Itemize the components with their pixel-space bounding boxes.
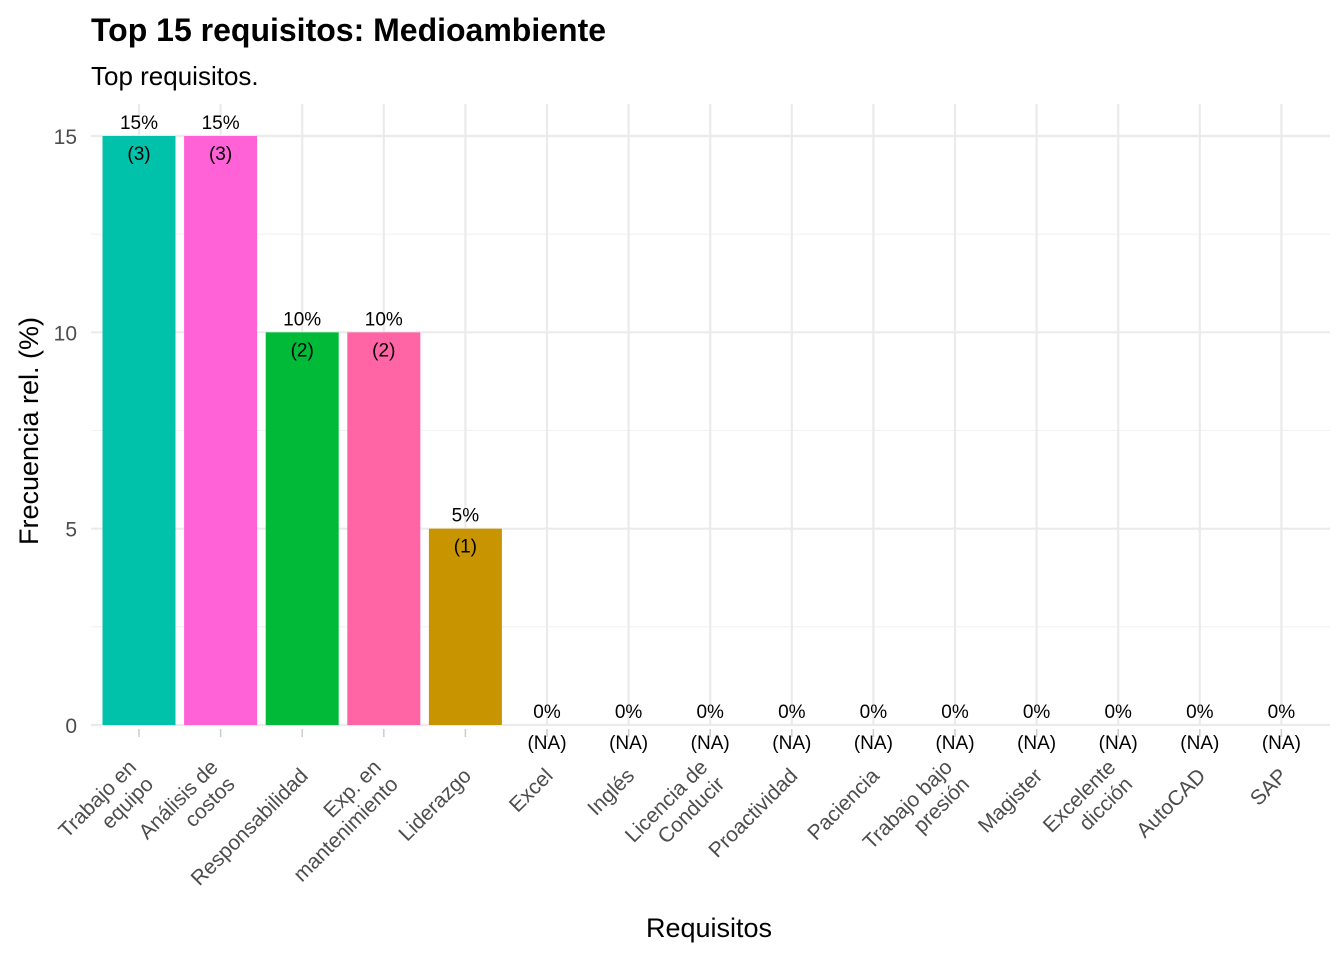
x-tick-label-line: Excel	[505, 764, 558, 817]
pct-label: 0%	[533, 702, 561, 723]
x-tick-label: Excel	[505, 764, 558, 817]
count-label: (NA)	[1017, 733, 1056, 754]
pct-label: 15%	[120, 113, 158, 134]
pct-label: 0%	[615, 702, 643, 723]
count-label: (NA)	[935, 733, 974, 754]
x-tick-label: Magister	[974, 764, 1047, 837]
x-tick-label-line: SAP	[1246, 764, 1292, 810]
x-tick-label-line: AutoCAD	[1132, 764, 1210, 842]
count-label: (NA)	[1099, 733, 1138, 754]
count-label: (NA)	[527, 733, 566, 754]
pct-label: 0%	[696, 702, 724, 723]
count-label: (3)	[127, 144, 150, 165]
x-tick-label: AutoCAD	[1132, 764, 1210, 842]
data-labels: 15% (3) 15% (3) 10% (2) 10% (2) 5% (1) 0% (NA) 0% (NA…	[120, 113, 1301, 754]
y-axis-title: Frecuencia rel. (%)	[14, 317, 44, 545]
pct-label: 0%	[941, 702, 969, 723]
count-label: (2)	[372, 340, 395, 361]
x-tick-label: Inglés	[583, 764, 639, 820]
bar	[347, 332, 421, 725]
pct-label: 0%	[1104, 702, 1132, 723]
pct-label: 5%	[452, 506, 480, 527]
count-label: (NA)	[854, 733, 893, 754]
bar	[184, 136, 258, 725]
x-tick-label-line: Inglés	[583, 764, 639, 820]
pct-label: 10%	[365, 309, 403, 330]
count-label: (1)	[454, 537, 477, 558]
count-label: (NA)	[691, 733, 730, 754]
bar	[265, 332, 339, 725]
y-tick-label: 10	[54, 322, 77, 345]
count-label: (NA)	[1180, 733, 1219, 754]
pct-label: 15%	[202, 113, 240, 134]
y-tick-label: 0	[65, 715, 77, 738]
chart-subtitle: Top requisitos.	[91, 61, 259, 91]
pct-label: 0%	[1186, 702, 1214, 723]
pct-label: 0%	[1268, 702, 1296, 723]
gridlines	[91, 104, 1330, 727]
x-tick-label-line: Liderazgo	[394, 764, 475, 845]
pct-label: 0%	[860, 702, 888, 723]
y-tick-label: 15	[54, 126, 77, 149]
bar	[428, 528, 502, 725]
pct-label: 10%	[283, 309, 321, 330]
y-axis-ticks: 0 5 10 15	[54, 126, 77, 738]
count-label: (NA)	[1262, 733, 1301, 754]
count-label: (NA)	[609, 733, 648, 754]
pct-label: 0%	[1023, 702, 1051, 723]
x-tick-label: SAP	[1246, 764, 1292, 810]
chart-title: Top 15 requisitos: Medioambiente	[91, 12, 606, 48]
bars	[102, 136, 502, 725]
bar	[102, 136, 176, 725]
x-tick-label: Liderazgo	[394, 764, 475, 845]
x-tick-label-line: Magister	[974, 764, 1047, 837]
pct-label: 0%	[778, 702, 806, 723]
count-label: (2)	[291, 340, 314, 361]
count-label: (NA)	[772, 733, 811, 754]
x-axis-title: Requisitos	[646, 913, 772, 943]
count-label: (3)	[209, 144, 232, 165]
y-tick-label: 5	[65, 519, 77, 542]
